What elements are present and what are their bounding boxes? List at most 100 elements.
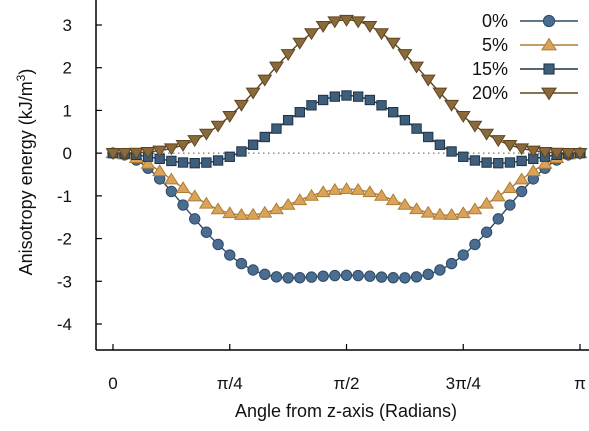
- data-point: [303, 28, 319, 41]
- data-point: [480, 226, 493, 238]
- data-point: [270, 271, 283, 283]
- data-point: [198, 128, 214, 141]
- data-point: [175, 139, 191, 152]
- data-point: [268, 202, 284, 215]
- data-point: [409, 202, 425, 215]
- data-point: [294, 107, 305, 118]
- data-point: [350, 16, 366, 29]
- data-point: [362, 185, 378, 198]
- data-point: [315, 20, 331, 33]
- data-point: [306, 100, 317, 111]
- data-point: [280, 197, 296, 210]
- y-axis-label-main: Anisotropy energy (kJ/m: [16, 81, 36, 275]
- data-point: [422, 268, 434, 281]
- legend-item: 15%: [472, 59, 578, 79]
- data-point: [259, 131, 270, 143]
- data-point: [375, 271, 388, 283]
- data-point: [514, 172, 530, 185]
- data-point: [458, 151, 469, 162]
- legend-swatch-marker: [543, 63, 555, 75]
- data-point: [200, 226, 213, 238]
- data-point: [233, 208, 249, 220]
- data-point: [502, 181, 518, 194]
- legend-swatch-marker: [541, 87, 557, 101]
- data-point: [409, 61, 425, 74]
- data-point: [140, 146, 156, 159]
- x-axis-label: Angle from z-axis (Radians): [235, 401, 457, 421]
- data-point: [525, 145, 541, 158]
- data-point: [399, 114, 411, 126]
- data-point: [446, 146, 457, 157]
- data-point: [245, 87, 261, 100]
- legend-label: 5%: [482, 35, 508, 55]
- data-point: [420, 205, 436, 218]
- data-point: [352, 91, 364, 102]
- data-point: [315, 185, 331, 198]
- data-point: [303, 188, 319, 201]
- data-point: [166, 155, 177, 167]
- series-group: [105, 14, 588, 284]
- data-point: [117, 148, 133, 160]
- data-point: [282, 272, 294, 284]
- data-point: [364, 270, 376, 282]
- legend-label: 20%: [472, 83, 508, 103]
- y-axis-label: Anisotropy energy (kJ/m3): [14, 69, 36, 276]
- data-point: [490, 135, 506, 148]
- data-point: [455, 110, 471, 123]
- legend-item: 20%: [472, 83, 578, 103]
- data-point: [280, 49, 296, 62]
- data-point: [504, 157, 516, 168]
- data-point: [387, 272, 399, 284]
- data-point: [515, 185, 528, 198]
- data-point: [374, 188, 390, 201]
- data-point: [560, 148, 576, 160]
- data-point: [128, 147, 144, 160]
- y-tick-label: 0: [63, 144, 72, 163]
- data-point: [224, 151, 235, 162]
- data-point: [457, 249, 469, 261]
- data-point: [317, 94, 329, 106]
- data-point: [222, 206, 238, 219]
- x-tick-label: π/4: [217, 374, 243, 393]
- data-point: [177, 157, 189, 168]
- data-point: [187, 189, 203, 202]
- data-point: [294, 272, 306, 284]
- legend-item: 0%: [482, 11, 578, 31]
- data-point: [339, 14, 354, 27]
- y-tick-label: 3: [63, 16, 72, 35]
- data-point: [163, 143, 179, 156]
- x-tick-label: π/2: [334, 374, 360, 393]
- data-point: [212, 155, 224, 166]
- data-point: [247, 139, 259, 150]
- data-point: [455, 206, 471, 219]
- y-axis-label-suffix: ): [16, 69, 36, 75]
- data-point: [397, 197, 413, 210]
- data-point: [198, 196, 214, 209]
- data-point: [385, 37, 401, 50]
- data-point: [292, 193, 308, 206]
- data-point: [257, 74, 273, 87]
- data-point: [350, 182, 366, 195]
- data-point: [364, 94, 376, 106]
- y-tick-label: -3: [57, 272, 72, 291]
- data-point: [329, 91, 341, 102]
- data-point: [479, 128, 495, 141]
- data-point: [549, 147, 565, 160]
- legend-label: 0%: [482, 11, 508, 31]
- x-tick-label: 3π/4: [446, 374, 481, 393]
- data-point: [257, 205, 273, 218]
- data-point: [490, 189, 506, 202]
- series-0pct: [107, 147, 586, 284]
- data-point: [340, 269, 353, 282]
- data-point: [374, 28, 390, 41]
- legend-label: 15%: [472, 59, 508, 79]
- data-point: [165, 185, 178, 198]
- data-point: [397, 49, 413, 62]
- data-point: [434, 139, 446, 150]
- data-point: [467, 202, 483, 215]
- data-point: [163, 172, 179, 185]
- data-point: [537, 146, 553, 159]
- data-point: [341, 90, 352, 101]
- data-point: [271, 123, 282, 134]
- legend-swatch-marker: [542, 14, 556, 28]
